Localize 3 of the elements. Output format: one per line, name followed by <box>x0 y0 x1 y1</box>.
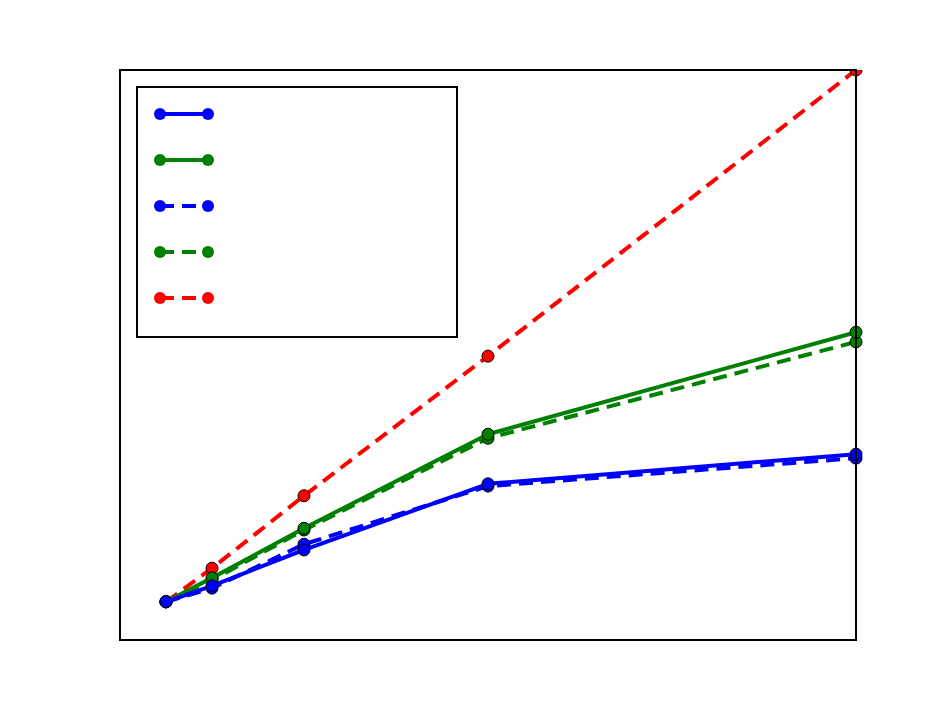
point <box>481 349 495 363</box>
point <box>297 543 311 557</box>
point <box>297 489 311 503</box>
